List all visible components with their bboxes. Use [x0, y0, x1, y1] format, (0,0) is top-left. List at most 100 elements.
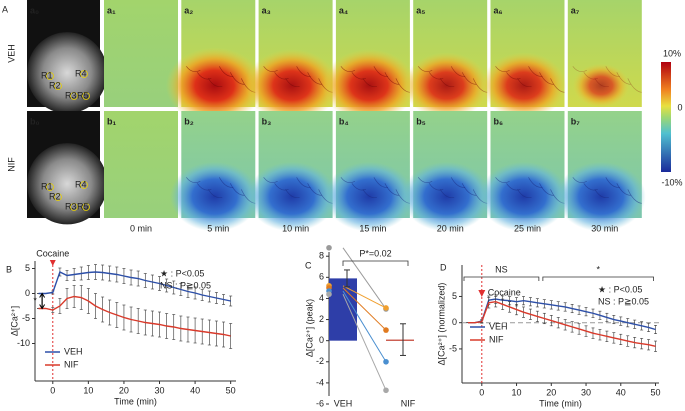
bar	[386, 339, 414, 341]
x-tick-label: 20	[546, 387, 556, 397]
panel-label: b₃	[262, 116, 272, 126]
texture	[351, 183, 367, 191]
texture	[186, 66, 201, 73]
texture	[539, 72, 554, 85]
texture	[384, 72, 399, 85]
y-tick-label: -2	[316, 356, 324, 366]
bracket-label: NS	[495, 264, 508, 274]
time-label: 5 min	[207, 223, 229, 233]
texture	[218, 66, 234, 77]
roi-circle	[70, 92, 78, 100]
stat-note: NS : P≧0.05	[598, 296, 649, 306]
image-flat	[104, 111, 178, 218]
roi-circle	[54, 193, 62, 201]
category-label: VEH	[334, 398, 353, 408]
texture	[572, 177, 587, 184]
roi-label: R4	[75, 179, 87, 189]
stat-note: ★ : P<0.05	[160, 268, 204, 278]
x-tick-label: 20	[119, 385, 129, 395]
image-panel	[324, 111, 414, 232]
y-tick-label: 6	[319, 272, 324, 282]
texture	[550, 78, 565, 93]
pair-line	[342, 290, 387, 363]
roi-circle	[80, 70, 88, 78]
panel-label: a₀	[30, 5, 39, 15]
y-tick-label: 0	[25, 288, 30, 298]
y-tick-label: 2	[319, 314, 324, 324]
category-label: NIF	[401, 398, 416, 408]
event-label: Cocaine	[488, 287, 521, 297]
y-tick-label: 5	[452, 291, 457, 301]
image-flat	[104, 0, 178, 107]
stat-note: NS : P≧0.05	[160, 280, 211, 290]
roi-label: R2	[49, 80, 61, 90]
panel-letter: A	[2, 4, 8, 14]
image-panel	[479, 111, 569, 232]
texture	[229, 183, 245, 196]
image-panel	[322, 0, 416, 123]
pair-point	[383, 305, 389, 311]
roi-label: R5	[77, 90, 89, 100]
panel-label: b₇	[571, 116, 580, 126]
texture	[274, 183, 289, 191]
y-tick-label: -6	[316, 398, 324, 408]
texture	[296, 177, 311, 188]
texture	[528, 66, 543, 77]
image-panel	[556, 111, 646, 232]
panel-label: a₂	[184, 5, 193, 15]
y-tick-label: 0	[319, 335, 324, 345]
image-panel	[104, 0, 178, 107]
x-tick-label: 0	[50, 385, 55, 395]
panel-label: a₁	[107, 5, 116, 15]
x-tick-label: 40	[190, 385, 200, 395]
colorbar-label: 0	[677, 102, 682, 112]
texture	[340, 66, 356, 73]
texture	[594, 78, 609, 88]
texture	[495, 177, 510, 184]
pair-point	[326, 291, 332, 298]
texture	[263, 177, 278, 184]
pair-point	[383, 327, 389, 333]
image-panel	[169, 111, 260, 232]
roi-label: R1	[41, 181, 53, 191]
texture	[307, 72, 322, 85]
roi-circle	[46, 183, 54, 191]
texture	[307, 183, 322, 196]
series-line	[38, 271, 231, 302]
texture	[362, 189, 377, 199]
roi-circle	[82, 203, 90, 211]
difference-label: *	[33, 295, 37, 305]
texture	[528, 177, 543, 188]
panel-label: b₁	[107, 116, 116, 126]
texture	[428, 72, 444, 80]
x-tick-label: 30	[581, 387, 591, 397]
time-label: 15 min	[359, 223, 386, 233]
time-label: 20 min	[437, 223, 464, 233]
stat-note: ★ : P<0.05	[598, 284, 642, 294]
texture	[517, 78, 532, 88]
panel-label: b₄	[339, 116, 349, 126]
texture	[285, 78, 300, 88]
texture	[594, 189, 609, 199]
panel-label: b₂	[184, 116, 194, 126]
x-tick-label: 50	[651, 387, 661, 397]
colorbar-label: 10%	[663, 48, 681, 58]
panel-label: a₃	[262, 5, 271, 15]
y-axis-label: Δ[Ca²⁺]	[9, 306, 19, 336]
pair-point	[383, 358, 389, 365]
colorbar-label: -10%	[661, 177, 682, 187]
texture	[616, 72, 631, 85]
y-tick-label: 4	[319, 293, 324, 303]
texture	[373, 66, 388, 77]
legend-label: NIF	[64, 359, 79, 369]
texture	[340, 177, 356, 184]
texture	[384, 183, 399, 196]
pair-point	[383, 387, 389, 394]
x-tick-label: 50	[226, 385, 236, 395]
texture	[229, 72, 245, 85]
texture	[417, 177, 433, 184]
image-panel	[245, 0, 339, 123]
texture	[627, 78, 642, 93]
